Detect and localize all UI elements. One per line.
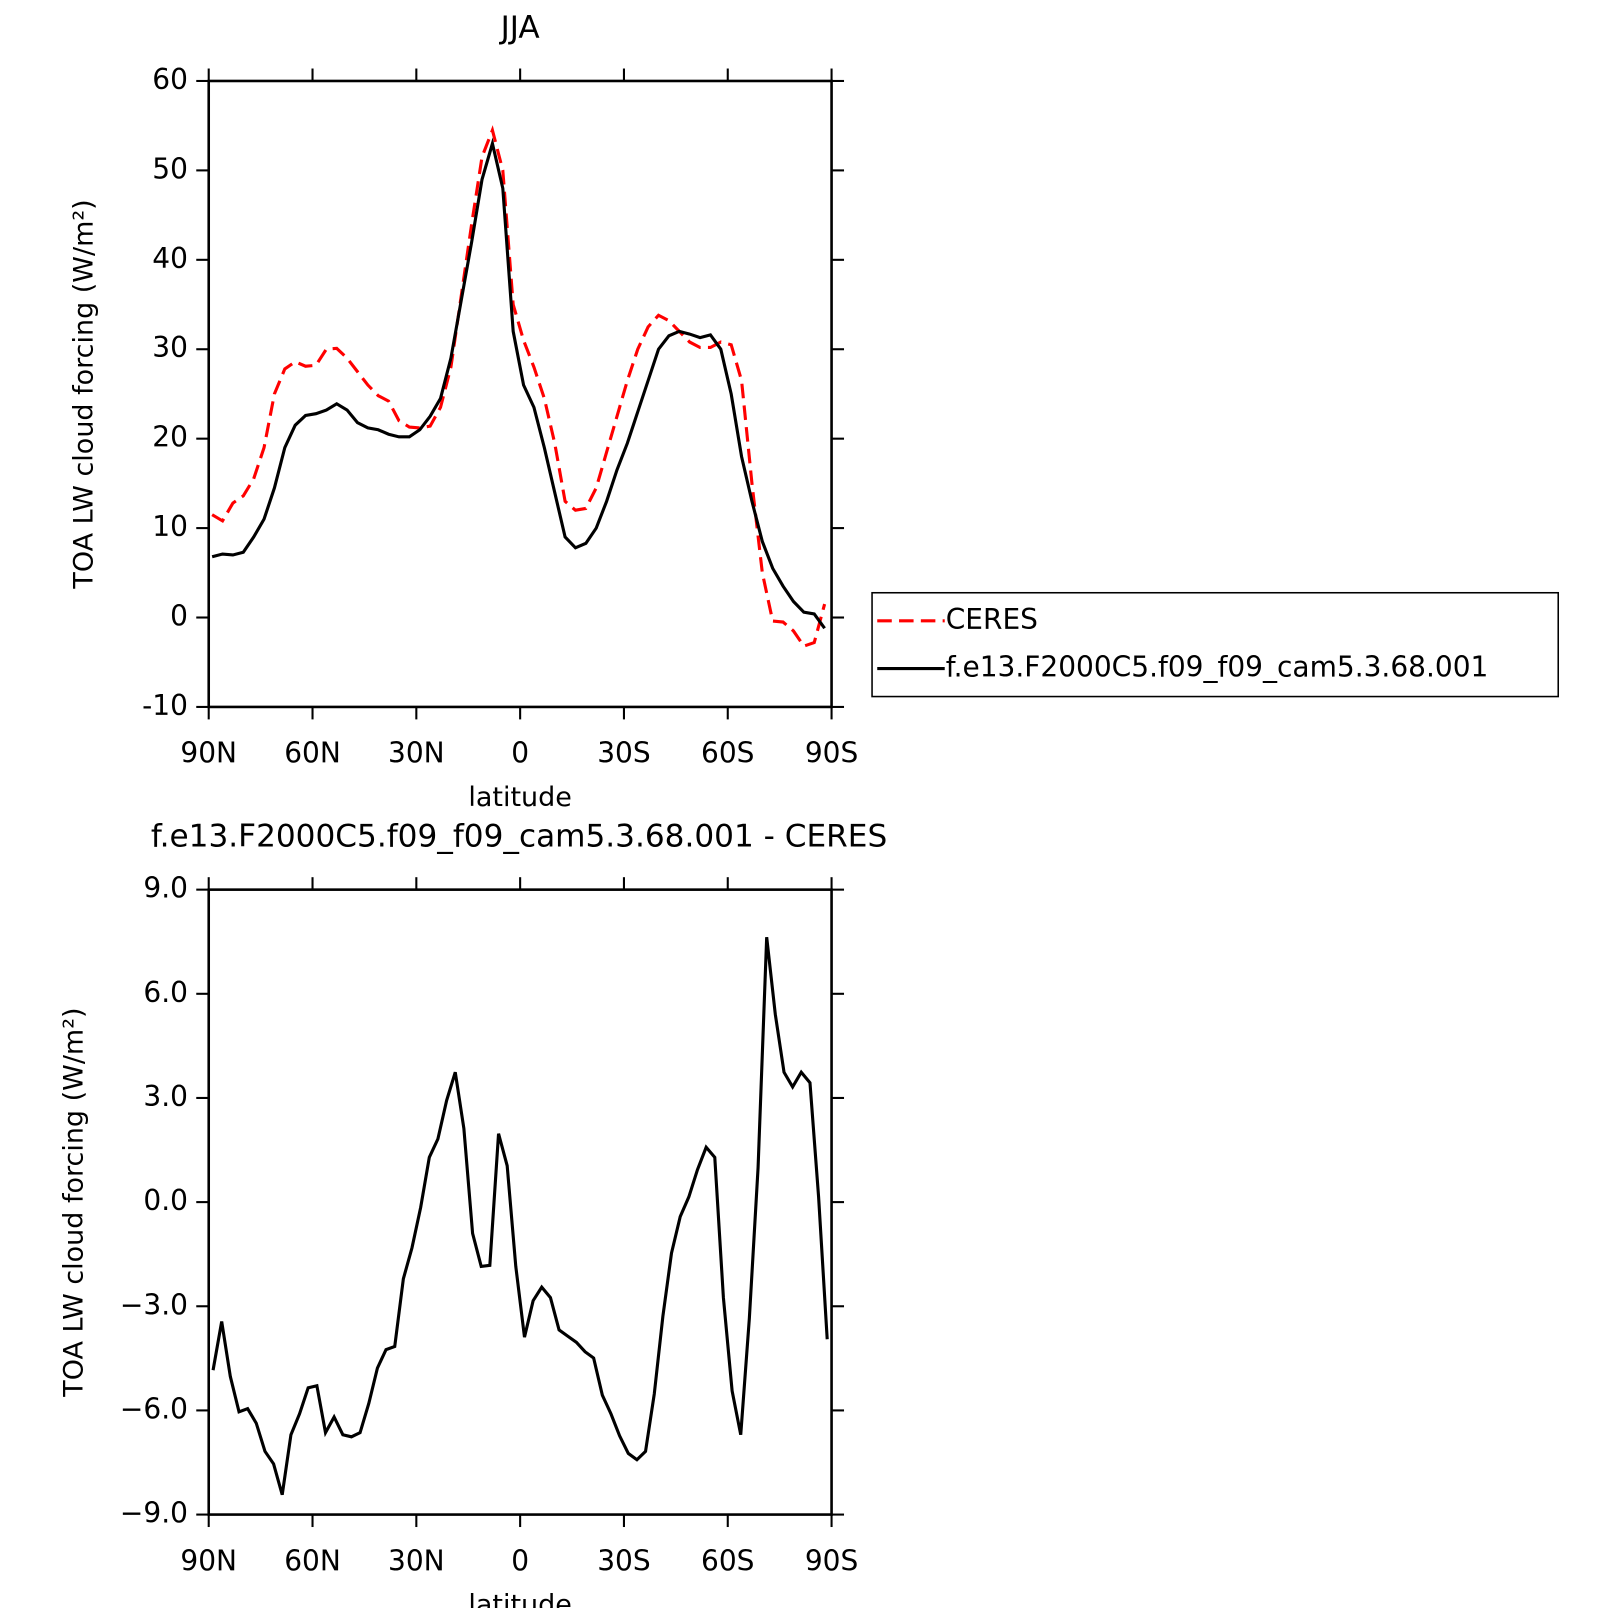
y-tick-label: 9.0 <box>143 872 188 905</box>
y-tick-label: −9.0 <box>120 1497 188 1530</box>
x-tick-label: 60S <box>701 737 754 770</box>
y-tick-label: 3.0 <box>143 1080 188 1113</box>
y-tick-label: 40 <box>152 242 188 275</box>
x-tick-label: 90S <box>805 737 858 770</box>
plot-frame <box>207 79 833 709</box>
x-tick-label: 30N <box>388 1544 445 1577</box>
y-tick-label: 20 <box>152 421 188 454</box>
y-axis-label: TOA LW cloud forcing (W/m²) <box>58 1007 89 1397</box>
plot-frame <box>207 888 833 1516</box>
x-tick-label: 90N <box>180 1544 237 1577</box>
x-tick-label: 0 <box>511 737 529 770</box>
x-tick-label: 0 <box>511 1544 529 1577</box>
x-axis-label: latitude <box>468 782 572 813</box>
y-axis-label: TOA LW cloud forcing (W/m²) <box>69 199 100 589</box>
x-tick-label: 60N <box>284 1544 341 1577</box>
series-line <box>211 125 827 648</box>
y-tick-label: 50 <box>152 152 188 185</box>
x-tick-label: 30N <box>388 737 445 770</box>
x-tick-label: 90S <box>805 1544 858 1577</box>
x-tick-label: 30S <box>597 1544 650 1577</box>
series-line <box>211 137 826 630</box>
y-tick-label: 6.0 <box>143 976 188 1009</box>
x-tick-label: 60N <box>284 737 341 770</box>
x-tick-label: 90N <box>180 737 237 770</box>
legend-box <box>871 591 1560 698</box>
y-tick-label: 10 <box>152 510 188 543</box>
y-tick-label: -10 <box>142 689 188 722</box>
y-tick-label: 30 <box>152 331 188 364</box>
chart-title: JJA <box>499 10 541 46</box>
legend-label: f.e13.F2000C5.f09_f09_cam5.3.68.001 <box>946 651 1489 684</box>
series-line <box>211 937 829 1496</box>
x-axis-label: latitude <box>468 1589 572 1608</box>
y-tick-label: 0.0 <box>143 1184 188 1217</box>
legend-label: CERES <box>946 603 1038 636</box>
chart-title: f.e13.F2000C5.f09_f09_cam5.3.68.001 - CE… <box>151 819 887 855</box>
x-tick-label: 60S <box>701 1544 754 1577</box>
y-tick-label: −3.0 <box>120 1288 188 1321</box>
y-tick-label: 60 <box>152 63 188 96</box>
y-tick-label: 0 <box>170 600 188 633</box>
y-tick-label: −6.0 <box>120 1392 188 1425</box>
x-tick-label: 30S <box>597 737 650 770</box>
